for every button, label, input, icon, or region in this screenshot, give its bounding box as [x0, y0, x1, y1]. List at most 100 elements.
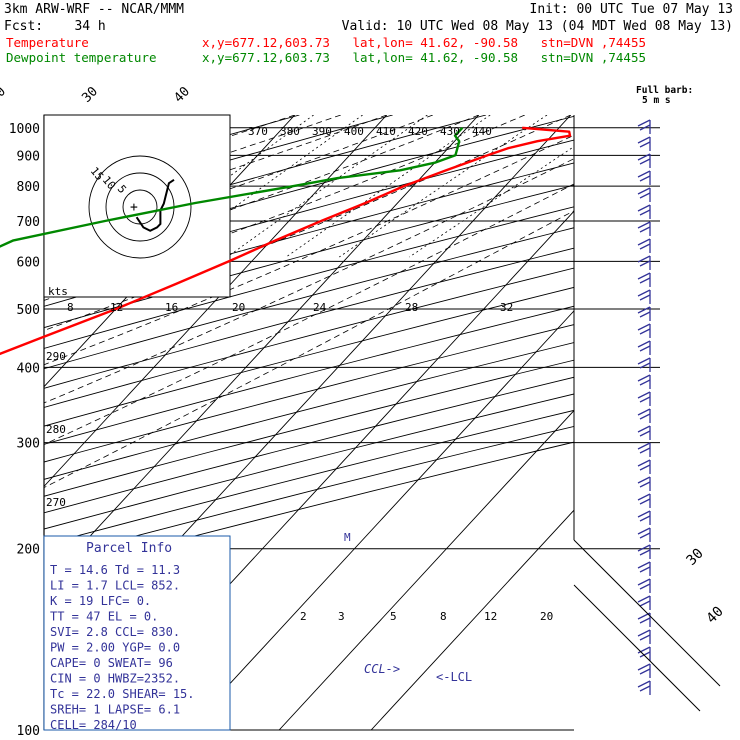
pressure-tick-label: 200 — [17, 543, 40, 558]
wind-barb-flag — [639, 124, 651, 131]
hodograph-ring — [88, 155, 192, 259]
side-tick-label: 280 — [46, 423, 66, 436]
ccl-marker: CCL-> — [364, 662, 400, 676]
mixing-ratio-label: 12 — [484, 610, 497, 623]
parcel-info-box — [43, 535, 231, 731]
wind-barb-flag — [637, 255, 651, 263]
wind-panel-edge — [573, 539, 721, 687]
theta-tick-label: 420 — [408, 125, 428, 138]
wind-barb-flag — [639, 515, 651, 522]
wind-barb-flag — [637, 595, 651, 603]
wind-barb-flag — [637, 323, 651, 331]
theta-e-tick-label: 24 — [313, 301, 327, 314]
wind-profile — [573, 119, 721, 712]
isotherm-line — [186, 310, 574, 730]
pressure-tick-label: 500 — [17, 303, 40, 318]
wind-barb-flag — [637, 493, 651, 501]
wind-barb-flag — [639, 209, 651, 216]
wind-barb-flag — [639, 566, 651, 573]
pressure-tick-label: 900 — [17, 149, 40, 164]
temperature-tick-label: 30 — [79, 84, 101, 106]
parcel-info-row: K = 19 LFC= 0. — [50, 594, 151, 608]
temperature-tick-label: 40 — [171, 84, 193, 106]
wind-barb-flag — [637, 136, 651, 144]
pressure-tick-label: 300 — [17, 437, 40, 452]
wind-barb-flag — [639, 379, 651, 386]
wind-barb-flag — [639, 532, 651, 539]
wind-barb-flag — [639, 175, 651, 182]
wind-barb-flag — [637, 527, 651, 535]
dry-adiabat-line — [44, 115, 393, 215]
parcel-info-row: Tc = 22.0 SHEAR= 15. — [50, 687, 195, 701]
wind-barb-flag — [639, 413, 651, 420]
sounding-series — [0, 126, 572, 356]
moist-adiabat-line — [44, 134, 574, 366]
wind-barb-flag — [637, 340, 651, 348]
parcel-info-row: CAPE= 0 SWEAT= 96 — [50, 656, 173, 670]
wind-barb-flag — [639, 668, 651, 675]
legend-temperature-location: x,y=677.12,603.73 lat,lon= 41.62, -90.58… — [202, 35, 646, 50]
hodograph — [43, 114, 231, 298]
side-tick-label: 290 — [46, 350, 66, 363]
theta-e-tick-label: 20 — [232, 301, 245, 314]
wind-barb-flag — [637, 561, 651, 569]
theta-tick-label: 380 — [280, 125, 300, 138]
wind-barb-flag — [639, 634, 651, 641]
dry-adiabat-line — [44, 409, 574, 546]
wind-barb-flag — [637, 510, 651, 518]
wind-barb-flag — [637, 459, 651, 467]
parcel-info-row: CIN = 0 HWBZ=2352. — [50, 672, 180, 686]
wind-barb-flag — [639, 481, 651, 488]
wind-barb-flag — [637, 408, 651, 416]
wind-barb-flag — [637, 544, 651, 552]
hodograph-frame — [43, 114, 231, 298]
wind-barb-flag — [637, 221, 651, 229]
temperature-line — [0, 126, 572, 356]
theta-tick-label: 370 — [248, 125, 268, 138]
mixing-ratio-label: 5 — [390, 610, 397, 623]
legend-dewpoint-location: x,y=677.12,603.73 lat,lon= 41.62, -90.58… — [202, 50, 646, 65]
pressure-tick-label: 100 — [17, 724, 40, 739]
side-tick-label: 270 — [46, 496, 66, 509]
wind-barb-flag — [639, 158, 651, 165]
theta-tick-label: 430 — [440, 125, 460, 138]
wind-barb-flag — [637, 476, 651, 484]
temperature-tick-label: 20 — [0, 84, 9, 106]
parcel-info-row: LI = 1.7 LCL= 852. — [50, 579, 180, 593]
forecast-hour: Fcst: 34 h — [4, 19, 106, 34]
mixing-ratio-label: 8 — [440, 610, 447, 623]
wind-barb-flag — [639, 447, 651, 454]
pressure-tick-label: 600 — [17, 255, 40, 270]
pressure-tick-label: 400 — [17, 361, 40, 376]
wind-panel-title: Full barb: — [636, 85, 693, 96]
wind-barb-flag — [637, 646, 651, 654]
wind-speed-label-30: 30 — [684, 546, 707, 569]
valid-time: Valid: 10 UTC Wed 08 May 13 (04 MDT Wed … — [342, 19, 733, 34]
mixing-ratio-label: 2 — [300, 610, 307, 623]
pressure-tick-label: 700 — [17, 215, 40, 230]
theta-e-tick-label: 12 — [110, 301, 123, 314]
parcel-info-row: CELL= 284/10 — [50, 718, 137, 732]
wind-panel-units: 5 m s — [642, 95, 671, 106]
parcel-info-row: T = 14.6 Td = 11.3 — [50, 563, 180, 577]
pressure-tick-label: 1000 — [9, 122, 40, 137]
legend-temperature: Temperature — [6, 35, 89, 50]
dry-adiabat-line — [44, 206, 574, 349]
wind-barb-flag — [637, 187, 651, 195]
wind-barb-flag — [639, 277, 651, 284]
wind-barb-flag — [639, 192, 651, 199]
theta-e-tick-label: 28 — [405, 301, 418, 314]
wind-barb-flag — [637, 153, 651, 161]
parcel-info-row: PW = 2.00 YGP= 0.0 — [50, 641, 180, 655]
legend-dewpoint: Dewpoint temperature — [6, 50, 157, 65]
moist-adiabat-line — [44, 115, 387, 232]
wind-barb-flag — [639, 464, 651, 471]
parcel-info-title: Parcel Info — [86, 541, 172, 556]
parcel-info-rows: T = 14.6 Td = 11.3 LI = 1.7 LCL= 852.K = … — [50, 563, 195, 732]
wind-barb-flag — [637, 170, 651, 178]
lcl-marker: <-LCL — [436, 670, 472, 684]
wind-barb-flag — [637, 578, 651, 586]
pressure-tick-label: 800 — [17, 180, 40, 195]
